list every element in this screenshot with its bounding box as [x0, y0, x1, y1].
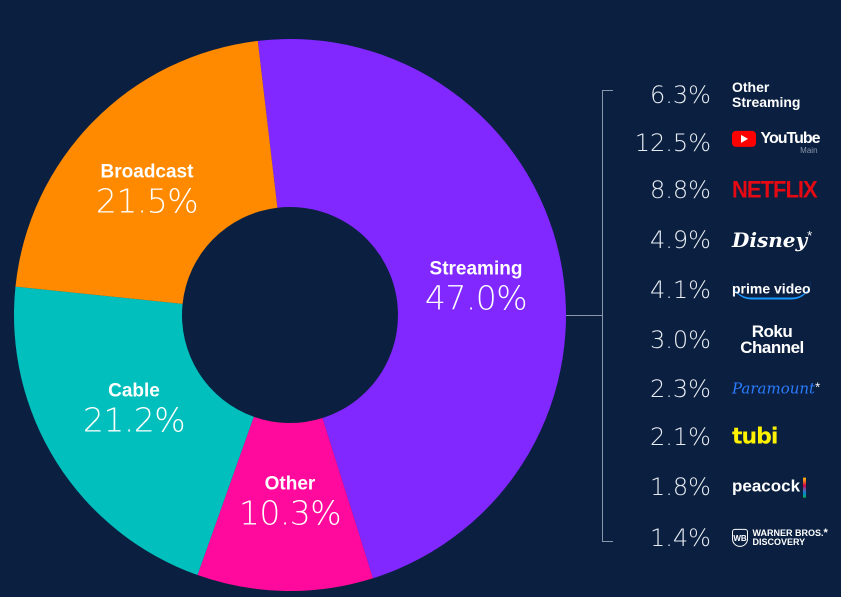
- prime-video-logo: prime video: [732, 281, 811, 300]
- row-prime-video: 4.1% prime video: [650, 276, 811, 304]
- connector-line: [566, 315, 602, 316]
- tubi-logo: tubi: [732, 424, 778, 450]
- peacock-dots-icon: [803, 477, 807, 498]
- wbd-logo: WB WARNER BROS.* DISCOVERY: [732, 526, 828, 547]
- disney-logo: Disney*: [732, 228, 813, 252]
- row-tubi: 2.1% tubi: [650, 423, 778, 451]
- row-warner-bros-discovery: 1.4% WB WARNER BROS.* DISCOVERY: [650, 524, 828, 552]
- slice-cable: [14, 286, 254, 576]
- other-streaming-label: Other Streaming: [732, 79, 801, 110]
- youtube-play-icon: [732, 130, 756, 147]
- slice-streaming: [257, 38, 567, 579]
- paramount-logo: Paramount*: [732, 379, 821, 398]
- row-roku: 3.0% Roku Channel: [612, 320, 841, 360]
- slice-broadcast: [15, 40, 278, 304]
- youtube-logo: YouTube Main: [732, 130, 821, 155]
- breakdown-bracket: [602, 90, 613, 542]
- wb-shield-icon: WB: [732, 528, 748, 547]
- netflix-logo: NETFLIX: [732, 175, 818, 204]
- row-netflix: 8.8% NETFLIX: [650, 175, 818, 204]
- peacock-logo: peacock: [732, 477, 807, 498]
- row-other-streaming: 6.3% Other Streaming: [650, 79, 801, 110]
- slice-other: [197, 416, 373, 591]
- label-cable: Cable 21.2%: [82, 380, 186, 440]
- label-streaming: Streaming 47.0%: [424, 258, 528, 318]
- row-peacock: 1.8% peacock: [612, 467, 841, 507]
- donut-chart: [14, 38, 567, 591]
- roku-channel-logo: Roku Channel: [740, 322, 804, 357]
- row-disney: 4.9% Disney*: [650, 226, 813, 254]
- label-other: Other 10.3%: [238, 473, 342, 533]
- label-broadcast: Broadcast 21.5%: [95, 161, 199, 221]
- row-youtube: 12.5% YouTube Main: [634, 129, 821, 157]
- row-paramount: 2.3% Paramount*: [650, 375, 821, 403]
